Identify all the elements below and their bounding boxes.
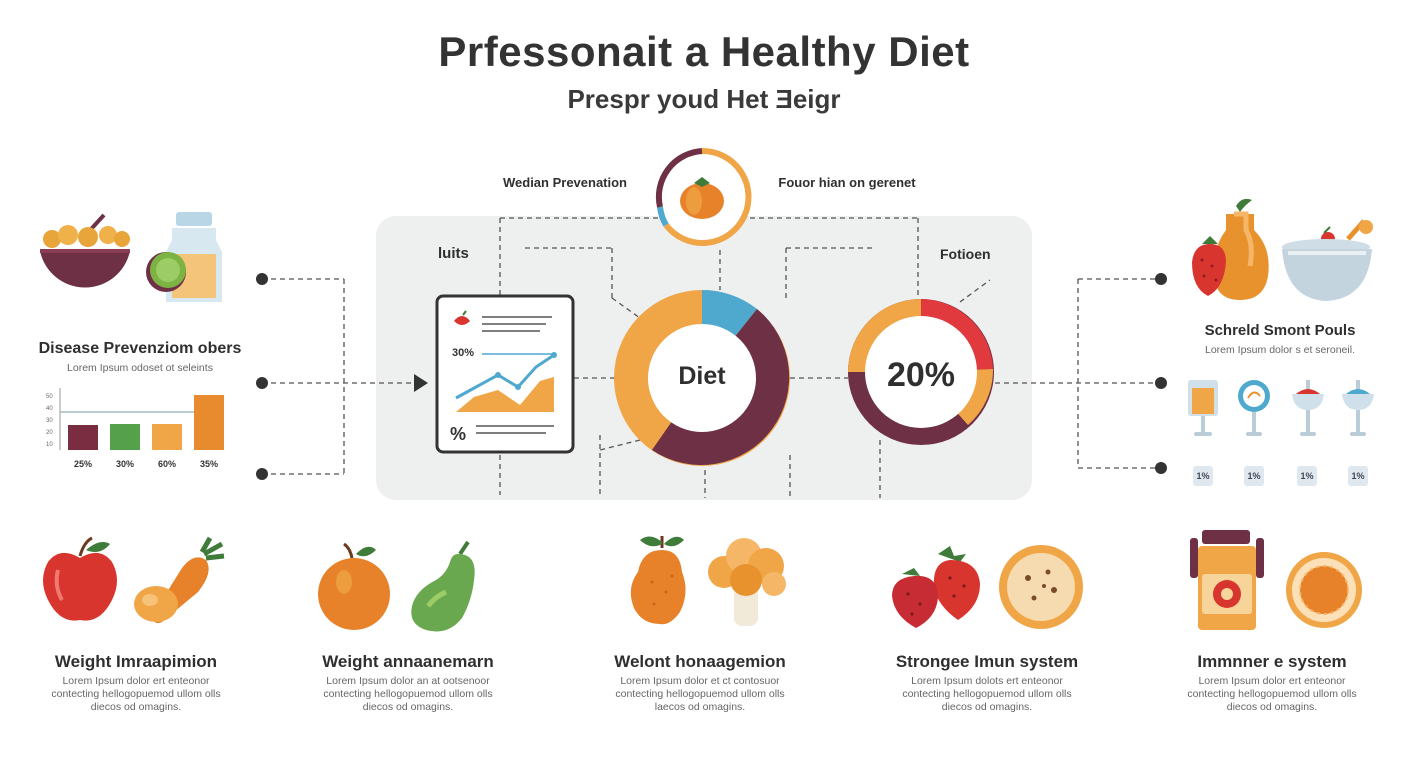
diet-donut-chart [614,289,790,466]
fruit-goblet-icon [1292,380,1324,436]
report-percent-bottom: % [450,424,467,444]
bottom-item-4-title: Strongee Imun system [895,652,1079,671]
apple-icon [43,536,117,621]
bottom-item-1-title: Weight Imraapimion [54,652,218,671]
percent-donut-chart [848,299,994,445]
bar-chart-ytick: 30 [46,418,53,424]
right-section-desc: Lorem Ipsum dolor s et seroneil. [1205,344,1355,356]
bottom-item-1-desc: Lorem Ipsum dolor ert enteonor contectin… [26,675,246,714]
right-tag-4: 1% [1348,466,1368,486]
bar-chart-bar [110,424,140,450]
fruit-bowl-icon [1282,219,1373,301]
bar-chart-bar [68,425,98,450]
diet-donut-label: Diet [678,362,726,390]
desc-line: contecting hellogopuemod ullom olls [323,688,493,700]
bar-chart-ytick: 40 [46,406,53,412]
desc-line: contecting hellogopuemod ullom olls [1187,688,1357,700]
bar-chart-ytick: 20 [46,430,53,436]
desc-line: diecos od omagins. [941,701,1033,713]
cookie-icon [999,545,1083,629]
bottom-item-5-title: Immnner e system [1197,652,1347,671]
left-section-desc: Lorem Ipsum odoset ot seleints [67,362,213,374]
desc-line: diecos od omagins. [362,701,454,713]
panel-left-label: luits [438,245,469,262]
bottom-item-5-desc: Lorem Ipsum dolor ert enteonor contectin… [1162,675,1382,714]
supplement-jar-icon [1190,530,1264,630]
bar-chart-category-label: 25% [73,459,92,469]
mushroom-icon [708,538,786,626]
bar-chart-category-label: 60% [157,459,176,469]
bar-chart-bar [152,424,182,450]
water-goblet-icon [1342,380,1374,436]
bar-chart-ytick: 10 [46,442,53,448]
strawberries-icon [892,546,980,628]
top-right-label: Fouor hian on gerenet [778,175,916,190]
orange-slice-icon [1286,552,1362,628]
fruit-vase-icon [1192,198,1269,300]
right-tag-3: 1% [1297,466,1317,486]
desc-line: diecos od omagins. [1226,701,1318,713]
report-percent-top: 30% [452,347,475,359]
right-tag-2: 1% [1244,466,1264,486]
desc-line: Lorem Ipsum dolor et ct contosuor [620,675,780,687]
panel-right-label: Fotioen [940,246,991,262]
fruit-badge-icon [655,147,752,246]
desc-line: diecos od omagins. [90,701,182,713]
right-section-title: Schreld Smont Pouls [1204,322,1356,339]
desc-line: contecting hellogopuemod ullom olls [902,688,1072,700]
juice-jar-icon [146,212,222,302]
bottom-item-2-desc: Lorem Ipsum dolor an at ootsenoor contec… [298,675,518,714]
desc-line: contecting hellogopuemod ullom olls [615,688,785,700]
chat-glass-icon [1238,380,1270,436]
bottom-item-4-desc: Lorem Ipsum dolots ert enteonor contecti… [877,675,1097,714]
bar-chart-bar [194,395,224,450]
bottom-item-3-desc: Lorem Ipsum dolor et ct contosuor contec… [590,675,810,714]
green-pear-icon [411,540,475,632]
desc-line: contecting hellogopuemod ullom olls [51,688,221,700]
desc-line: laecos od omagins. [654,701,746,713]
orange-icon [318,542,390,630]
left-section-title: Disease Prevenziom obers [38,340,242,357]
bar-chart-category-label: 35% [199,459,218,469]
report-chart-icon [435,294,575,454]
food-bowl-icon [40,213,130,288]
desc-line: Lorem Ipsum dolor ert enteonor [1198,675,1346,687]
desc-line: Lorem Ipsum dolots ert enteonor [911,675,1063,687]
bar-chart-ytick: 50 [46,394,53,400]
desc-line: Lorem Ipsum dolor an at ootsenoor [326,675,490,687]
right-tag-1: 1% [1193,466,1213,486]
bottom-item-2-title: Weight annaanemarn [322,652,494,671]
left-bar-chart: 50 40 30 20 10 [46,388,224,450]
bottom-item-3-title: Welont honaagemion [614,652,786,671]
desc-line: Lorem Ipsum dolor ert enteonor [62,675,210,687]
page-subtitle: Prespr youd Het Ǝeigr [567,84,841,114]
bar-chart-category-label: 30% [115,459,134,469]
top-left-label: Wedian Prevenation [502,175,627,190]
juice-glass-icon [1188,380,1218,436]
orange-fruit-icon [630,536,686,625]
carrot-icon [134,536,225,624]
page-title: Prfessonait a Healthy Diet [438,28,970,75]
percent-donut-label: 20% [886,356,956,394]
